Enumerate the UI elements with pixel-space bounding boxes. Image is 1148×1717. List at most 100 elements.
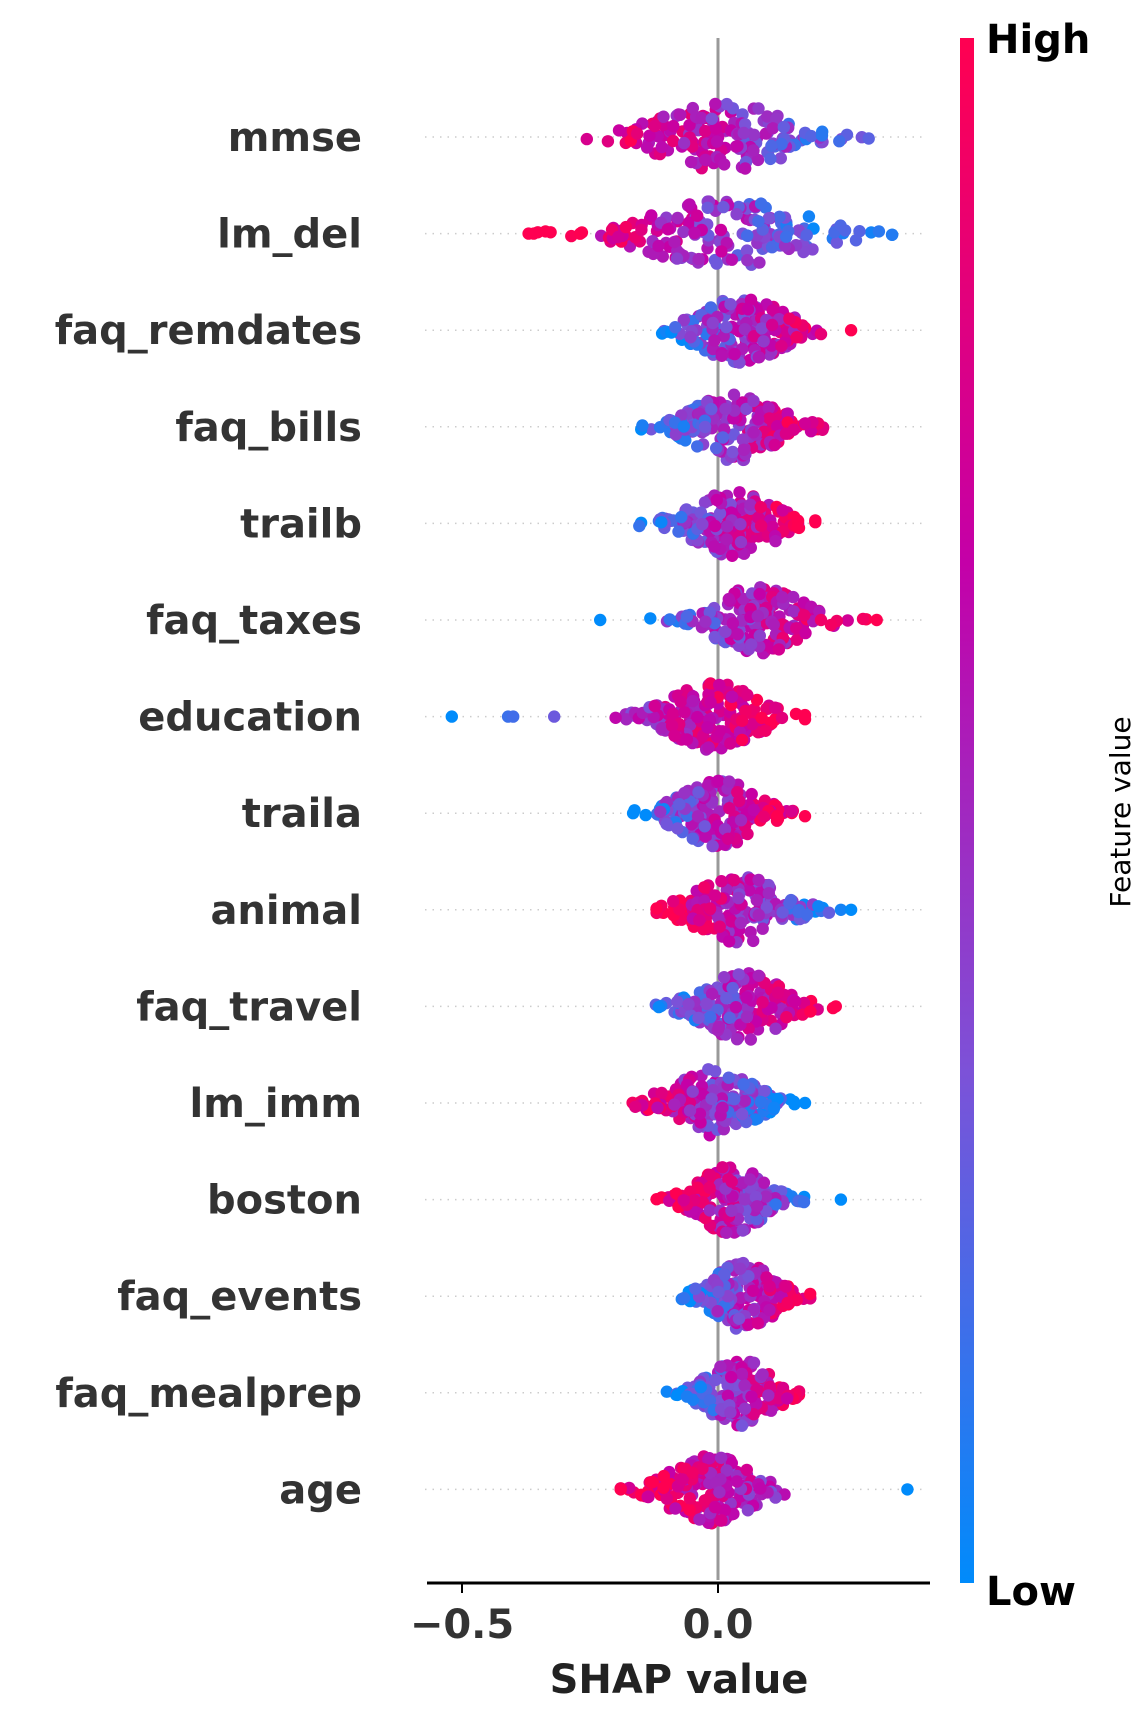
shap-point-lm_del [872, 225, 886, 238]
shap-point-lm_del [668, 235, 681, 249]
x-axis: −0.5 0.0 [410, 1581, 930, 1648]
shap-point-education [724, 737, 737, 750]
shap-point-lm_del [671, 211, 684, 225]
shap-point-animal [747, 934, 760, 948]
shap-point-traila [721, 832, 735, 845]
feature-label-lm_imm: lm_imm [190, 1081, 362, 1127]
shap-point-faq_remdates [684, 331, 697, 344]
shap-point-mmse [739, 162, 752, 175]
shap-point-mmse [667, 119, 680, 133]
shap-point-animal [812, 900, 825, 913]
shap-point-mmse [655, 140, 668, 154]
shap-point-faq_mealprep [747, 1356, 761, 1370]
shap-point-education [686, 694, 699, 708]
shap-outlier-education [548, 710, 561, 723]
shap-point-lm_imm [686, 1085, 699, 1098]
shap-point-mmse [709, 97, 722, 111]
shap-point-trailb [713, 507, 727, 520]
feature-label-faq_taxes: faq_taxes [146, 598, 362, 644]
shap-point-age [713, 1486, 726, 1499]
shap-point-faq_travel [705, 987, 719, 1001]
shap-point-faq_events [747, 1303, 760, 1317]
shap-point-faq_travel [771, 986, 785, 999]
shap-point-trailb [655, 516, 668, 529]
shap-point-traila [745, 787, 758, 801]
feature-label-boston: boston [207, 1178, 362, 1224]
shap-point-faq_mealprep [671, 1388, 684, 1402]
shap-point-education [746, 718, 759, 731]
shap-point-age [720, 1464, 733, 1477]
shap-point-trailb [708, 540, 721, 553]
shap-point-mmse [673, 108, 686, 122]
shap-point-faq_remdates [706, 316, 719, 330]
shap-point-lm_imm [758, 1084, 771, 1098]
shap-point-faq_events [712, 1285, 725, 1299]
shap-point-education [789, 707, 803, 721]
shap-point-lm_imm [728, 1093, 741, 1106]
shap-outlier-education [445, 710, 458, 723]
shap-point-lm_del [725, 253, 739, 266]
shap-point-animal [752, 873, 765, 887]
shap-point-boston [677, 1194, 690, 1207]
shap-point-age [740, 1463, 753, 1477]
shap-point-faq_travel [671, 995, 684, 1008]
colorbar-high-label: High [986, 17, 1090, 63]
shap-point-traila [757, 810, 770, 823]
shap-point-lm_del [701, 201, 714, 214]
shap-point-faq_bills [798, 417, 812, 430]
shap-point-animal [776, 906, 789, 919]
shap-point-faq_travel [780, 1011, 793, 1024]
shap-point-faq_bills [698, 420, 712, 434]
shap-point-lm_del [715, 245, 728, 258]
shap-point-traila [699, 830, 712, 843]
shap-point-faq_travel [692, 1011, 705, 1025]
shap-point-boston [769, 1198, 782, 1211]
feature-label-mmse: mmse [228, 115, 362, 161]
shap-point-animal [752, 908, 765, 922]
shap-point-faq_travel [732, 968, 745, 981]
shap-point-lm_del [730, 208, 743, 221]
shap-point-lm_del [838, 224, 852, 237]
shap-point-faq_events [742, 1318, 755, 1331]
shap-point-mmse [648, 119, 661, 133]
shap-point-education [798, 713, 812, 726]
feature-label-traila: traila [242, 791, 362, 837]
shap-point-trailb [696, 518, 709, 531]
shap-point-mmse [684, 155, 698, 169]
shap-point-education [775, 711, 789, 725]
shap-point-faq_travel [769, 1022, 782, 1035]
shap-point-traila [654, 805, 667, 818]
shap-point-faq_taxes [814, 613, 828, 627]
shap-point-lm_imm [693, 1107, 707, 1121]
shap-point-lm_imm [683, 1104, 697, 1117]
shap-point-faq_mealprep [703, 1394, 717, 1407]
shap-point-faq_travel [723, 1011, 736, 1024]
shap-point-lm_del [752, 215, 765, 228]
shap-point-mmse [766, 122, 779, 135]
shap-point-faq_bills [726, 445, 739, 459]
shap-outlier-faq_taxes [870, 613, 883, 627]
shap-point-age [703, 1452, 716, 1465]
shap-point-traila [660, 817, 673, 831]
shap-point-education [647, 710, 660, 724]
shap-point-faq_events [711, 1305, 724, 1318]
shap-point-animal [822, 906, 836, 919]
shap-point-faq_remdates [744, 293, 758, 306]
shap-point-mmse [720, 97, 733, 111]
shap-point-faq_taxes [708, 630, 721, 644]
shap-point-age [708, 1500, 722, 1514]
shap-point-faq_taxes [790, 633, 804, 646]
feature-label-faq_bills: faq_bills [175, 405, 362, 451]
shap-point-trailb [754, 500, 767, 514]
shap-point-trailb [672, 525, 685, 538]
x-tick-label: 0.0 [683, 1602, 754, 1648]
shap-point-mmse [764, 152, 777, 166]
shap-point-age [698, 1494, 711, 1507]
shap-point-faq_travel [726, 981, 739, 995]
shap-point-lm_del [849, 234, 863, 247]
shap-point-age [730, 1475, 744, 1488]
shap-point-faq_travel [740, 991, 753, 1004]
shap-point-faq_remdates [738, 323, 751, 336]
shap-point-education [666, 707, 680, 720]
shap-point-mmse [815, 129, 829, 142]
